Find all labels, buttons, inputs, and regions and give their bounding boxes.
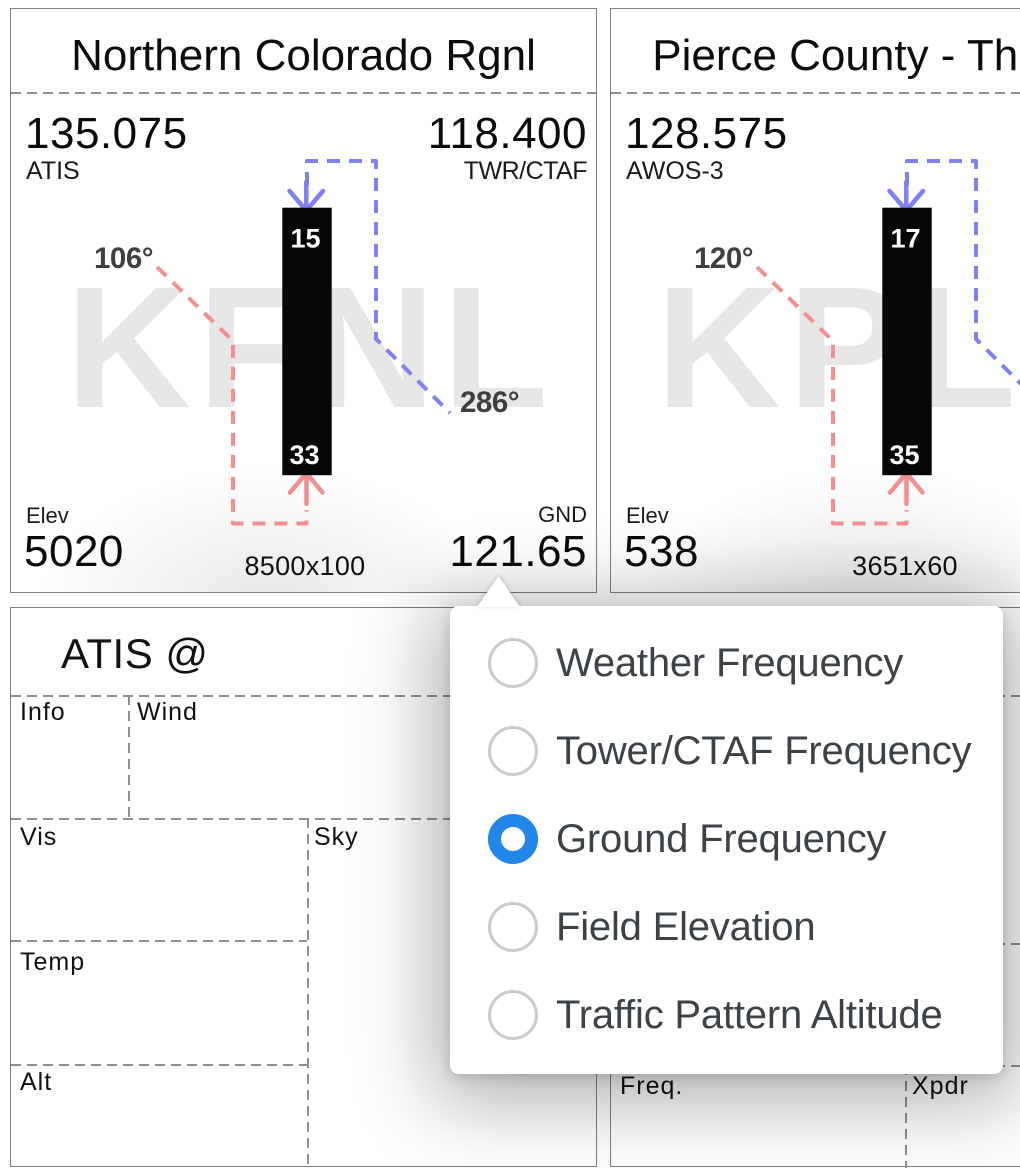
svg-text:15: 15 bbox=[290, 224, 320, 254]
svg-text:33: 33 bbox=[289, 440, 319, 470]
svg-text:35: 35 bbox=[889, 440, 919, 470]
svg-text:17: 17 bbox=[890, 224, 920, 254]
